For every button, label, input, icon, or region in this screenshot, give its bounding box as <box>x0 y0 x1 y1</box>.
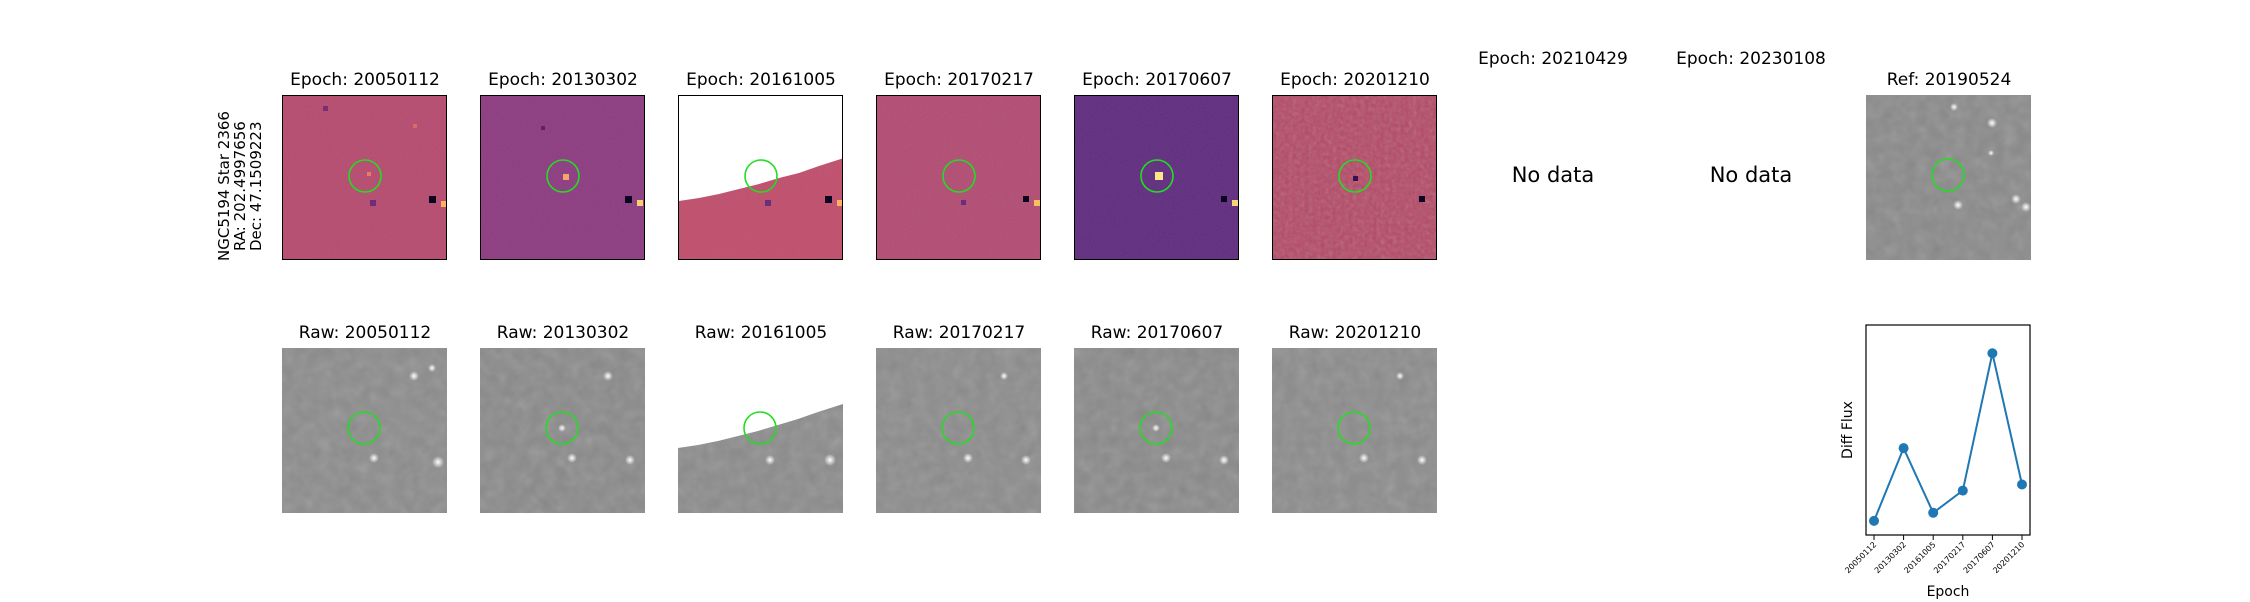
diff-image-3 <box>678 95 843 260</box>
target-circle <box>347 411 381 445</box>
target-circle <box>1337 411 1371 445</box>
raw-title-4: Raw: 20170217 <box>892 323 1026 343</box>
target-circle <box>941 411 975 445</box>
data-point-3 <box>1928 507 1939 518</box>
raw-title-6: Raw: 20201210 <box>1288 323 1422 343</box>
target-circle <box>1139 411 1173 445</box>
star-name: NGC5194 Star 2366 <box>215 111 233 261</box>
target-circle <box>744 159 778 193</box>
ref-image <box>1866 95 2031 260</box>
star-info-label: NGC5194 Star 2366 RA: 202.4997656 Dec: 4… <box>215 106 265 266</box>
target-circle <box>1338 159 1372 193</box>
diff-title-7: Epoch: 20210429 <box>1478 49 1628 69</box>
diff-title-4: Epoch: 20170217 <box>884 70 1034 90</box>
diff-title-3: Epoch: 20161005 <box>686 70 836 90</box>
raw-title-5: Raw: 20170607 <box>1090 323 1224 343</box>
raw-title-3: Raw: 20161005 <box>694 323 828 343</box>
raw-image-1 <box>282 348 447 513</box>
diff-image-2 <box>480 95 645 260</box>
data-point-1 <box>1869 515 1879 526</box>
target-circle <box>545 411 579 445</box>
no-data-2: No data <box>1709 163 1793 187</box>
data-point-5 <box>1987 348 1998 359</box>
star-ra: RA: 202.4997656 <box>231 121 249 251</box>
diff-image-5 <box>1074 95 1239 260</box>
ref-title: Ref: 20190524 <box>1886 70 2012 90</box>
y-axis-label: Diff Flux <box>1840 401 1856 459</box>
data-point-2 <box>1898 443 1909 454</box>
raw-image-4 <box>876 348 1041 513</box>
diff-title-6: Epoch: 20201210 <box>1280 70 1430 90</box>
target-circle <box>546 159 580 193</box>
target-circle <box>348 159 382 193</box>
chart-axes-frame <box>1865 324 2031 536</box>
raw-title-2: Raw: 20130302 <box>496 323 630 343</box>
target-circle <box>743 411 777 445</box>
diff-title-8: Epoch: 20230108 <box>1676 49 1826 69</box>
raw-image-6 <box>1272 348 1437 513</box>
raw-image-3 <box>678 348 843 513</box>
target-circle <box>1931 158 1965 192</box>
data-point-6 <box>2017 479 2027 490</box>
data-point-4 <box>1957 485 1968 496</box>
no-data-1: No data <box>1511 163 1595 187</box>
diff-flux-chart-svg: 2005011220130302201610052017021720170607… <box>1840 324 2031 600</box>
diff-title-5: Epoch: 20170607 <box>1082 70 1232 90</box>
star-dec: Dec: 47.1509223 <box>247 121 265 251</box>
diff-flux-chart: 20050112 20130302 20161005 20170217 20170607… <box>1840 322 2240 602</box>
x-tick-label-6: 20201210 <box>1991 540 2026 575</box>
diff-image-1 <box>282 95 447 260</box>
raw-title-1: Raw: 20050112 <box>298 323 432 343</box>
diff-title-1: Epoch: 20050112 <box>290 70 440 90</box>
target-circle <box>942 159 976 193</box>
target-circle <box>1140 159 1174 193</box>
raw-image-5 <box>1074 348 1239 513</box>
raw-image-2 <box>480 348 645 513</box>
series-line <box>1873 353 2023 522</box>
diff-image-6 <box>1272 95 1437 260</box>
x-axis-label: Epoch <box>1927 584 1970 600</box>
diff-title-2: Epoch: 20130302 <box>488 70 638 90</box>
diff-image-4 <box>876 95 1041 260</box>
